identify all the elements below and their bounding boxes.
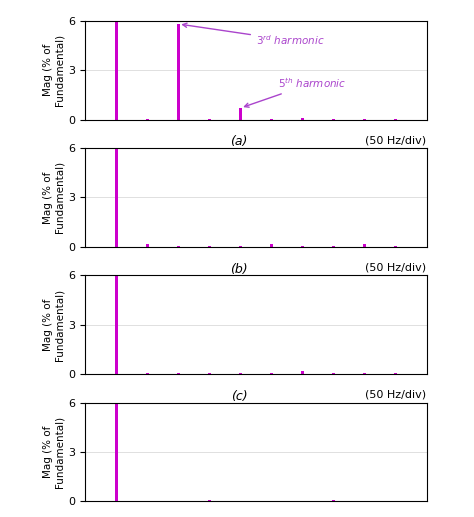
Bar	[146, 373, 149, 374]
Text: (50 Hz/div): (50 Hz/div)	[365, 135, 427, 145]
Bar	[332, 500, 335, 501]
Bar	[301, 500, 304, 501]
Text: (a): (a)	[230, 135, 247, 148]
Y-axis label: Mag (% of
Fundamental): Mag (% of Fundamental)	[43, 34, 64, 106]
Bar	[239, 373, 242, 374]
Bar	[394, 373, 397, 374]
Bar	[177, 24, 180, 119]
Bar	[270, 373, 273, 374]
Bar	[146, 500, 149, 501]
Bar	[301, 246, 304, 247]
Bar	[115, 21, 118, 119]
Bar	[208, 373, 211, 374]
Bar	[332, 246, 335, 247]
Bar	[301, 118, 304, 119]
Bar	[177, 500, 180, 501]
Bar	[177, 373, 180, 374]
Bar	[115, 403, 118, 501]
Bar	[239, 500, 242, 501]
Y-axis label: Mag (% of
Fundamental): Mag (% of Fundamental)	[43, 288, 64, 361]
Bar	[363, 118, 366, 119]
Text: (c): (c)	[230, 390, 247, 403]
Y-axis label: Mag (% of
Fundamental): Mag (% of Fundamental)	[43, 416, 64, 488]
Text: $3^{rd}$ harmonic: $3^{rd}$ harmonic	[182, 23, 325, 48]
Text: (b): (b)	[230, 263, 248, 276]
Bar	[146, 244, 149, 247]
Text: (50 Hz/div): (50 Hz/div)	[365, 390, 427, 400]
Bar	[394, 246, 397, 247]
Bar	[208, 246, 211, 247]
Bar	[115, 275, 118, 374]
Bar	[270, 244, 273, 247]
Bar	[363, 373, 366, 374]
Bar	[115, 148, 118, 247]
Bar	[239, 108, 242, 119]
Y-axis label: Mag (% of
Fundamental): Mag (% of Fundamental)	[43, 161, 64, 234]
Bar	[363, 500, 366, 501]
Text: $5^{th}$ harmonic: $5^{th}$ harmonic	[245, 77, 346, 107]
Bar	[363, 244, 366, 247]
Bar	[332, 373, 335, 374]
Bar	[394, 500, 397, 501]
Bar	[208, 500, 211, 501]
Bar	[239, 246, 242, 247]
Bar	[270, 500, 273, 501]
Bar	[301, 371, 304, 374]
Text: (50 Hz/div): (50 Hz/div)	[365, 263, 427, 272]
Bar	[177, 246, 180, 247]
